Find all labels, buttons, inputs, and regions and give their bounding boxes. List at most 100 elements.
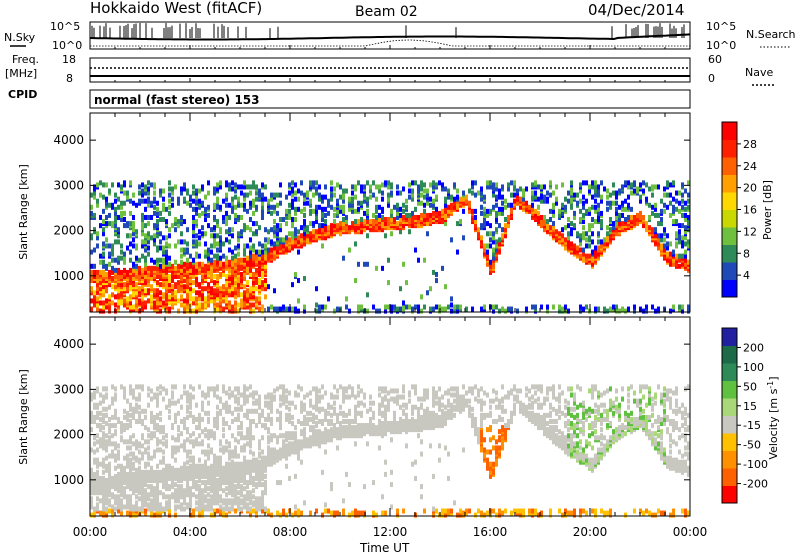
- heatmap-cell: [102, 406, 105, 412]
- heatmap-cell: [312, 184, 315, 190]
- heatmap-cell: [390, 182, 393, 188]
- heatmap-cell: [495, 210, 498, 216]
- heatmap-cell: [372, 192, 375, 198]
- heatmap-cell: [318, 192, 321, 198]
- heatmap-cell: [147, 445, 150, 451]
- heatmap-cell: [324, 194, 327, 200]
- heatmap-cell: [195, 233, 198, 239]
- heatmap-cell: [594, 188, 597, 194]
- heatmap-cell: [150, 498, 153, 504]
- heatmap-cell: [219, 245, 222, 251]
- heatmap-cell: [372, 219, 375, 225]
- heatmap-cell: [198, 229, 201, 235]
- heatmap-cell: [192, 229, 195, 235]
- heatmap-cell: [210, 512, 213, 518]
- heatmap-cell: [525, 186, 528, 192]
- heatmap-cell: [573, 214, 576, 220]
- heatmap-cell: [195, 251, 198, 257]
- heatmap-cell: [168, 192, 171, 198]
- heatmap-cell: [135, 482, 138, 488]
- heatmap-cell: [243, 384, 246, 390]
- heatmap-cell: [297, 451, 300, 457]
- heatmap-cell: [438, 304, 441, 310]
- heatmap-cell: [531, 190, 534, 196]
- heatmap-cell: [405, 280, 408, 286]
- heatmap-cell: [129, 435, 132, 441]
- heatmap-cell: [438, 180, 441, 186]
- heatmap-cell: [129, 388, 132, 394]
- heatmap-cell: [537, 196, 540, 202]
- heatmap-cell: [396, 184, 399, 190]
- heatmap-cell: [114, 302, 117, 308]
- heatmap-cell: [510, 206, 513, 212]
- heatmap-cell: [249, 490, 252, 496]
- heatmap-cell: [183, 384, 186, 390]
- heatmap-cell: [444, 306, 447, 312]
- heatmap-cell: [252, 243, 255, 249]
- heatmap-cell: [582, 231, 585, 237]
- heatmap-cell: [90, 396, 93, 402]
- heatmap-cell: [348, 202, 351, 208]
- heatmap-cell: [510, 306, 513, 312]
- heatmap-cell: [228, 186, 231, 192]
- heatmap-cell: [264, 286, 267, 292]
- heatmap-cell: [492, 235, 495, 241]
- heatmap-cell: [597, 202, 600, 208]
- heatmap-cell: [399, 190, 402, 196]
- heatmap-cell: [243, 180, 246, 186]
- heatmap-cell: [366, 208, 369, 214]
- heatmap-cell: [252, 475, 255, 481]
- heatmap-cell: [222, 498, 225, 504]
- heatmap-cell: [237, 504, 240, 510]
- heatmap-cell: [111, 284, 114, 290]
- heatmap-cell: [324, 304, 327, 310]
- heatmap-cell: [156, 512, 159, 518]
- heatmap-cell: [237, 184, 240, 190]
- heatmap-cell: [282, 439, 285, 445]
- heatmap-cell: [225, 196, 228, 202]
- heatmap-cell: [147, 278, 150, 284]
- heatmap-cell: [102, 398, 105, 404]
- heatmap-cell: [390, 208, 393, 214]
- heatmap-cell: [168, 227, 171, 233]
- heatmap-cell: [150, 265, 153, 271]
- heatmap-cell: [417, 304, 420, 310]
- heatmap-cell: [102, 208, 105, 214]
- heatmap-cell: [165, 241, 168, 247]
- heatmap-cell: [573, 243, 576, 249]
- heatmap-cell: [150, 294, 153, 300]
- heatmap-cell: [207, 247, 210, 253]
- heatmap-cell: [501, 184, 504, 190]
- heatmap-cell: [255, 267, 258, 273]
- heatmap-cell: [630, 182, 633, 188]
- heatmap-cell: [300, 400, 303, 406]
- heatmap-cell: [663, 231, 666, 237]
- heatmap-cell: [111, 292, 114, 298]
- heatmap-cell: [186, 390, 189, 396]
- heatmap-cell: [231, 227, 234, 233]
- heatmap-cell: [687, 239, 690, 245]
- heatmap-cell: [228, 484, 231, 490]
- heatmap-cell: [264, 253, 267, 259]
- heatmap-cell: [402, 208, 405, 214]
- heatmap-cell: [180, 186, 183, 192]
- heatmap-cell: [411, 210, 414, 216]
- heatmap-cell: [90, 467, 93, 473]
- heatmap-cell: [198, 198, 201, 204]
- heatmap-cell: [147, 221, 150, 227]
- heatmap-cell: [201, 429, 204, 435]
- heatmap-cell: [147, 451, 150, 457]
- heatmap-cell: [162, 300, 165, 306]
- heatmap-cell: [240, 435, 243, 441]
- heatmap-cell: [114, 498, 117, 504]
- heatmap-cell: [90, 496, 93, 502]
- heatmap-cell: [210, 447, 213, 453]
- heatmap-cell: [135, 488, 138, 494]
- heatmap-cell: [240, 461, 243, 467]
- heatmap-cell: [477, 190, 480, 196]
- heatmap-cell: [237, 425, 240, 431]
- heatmap-cell: [177, 504, 180, 510]
- heatmap-cell: [312, 221, 315, 227]
- heatmap-cell: [270, 247, 273, 253]
- heatmap-cell: [519, 186, 522, 192]
